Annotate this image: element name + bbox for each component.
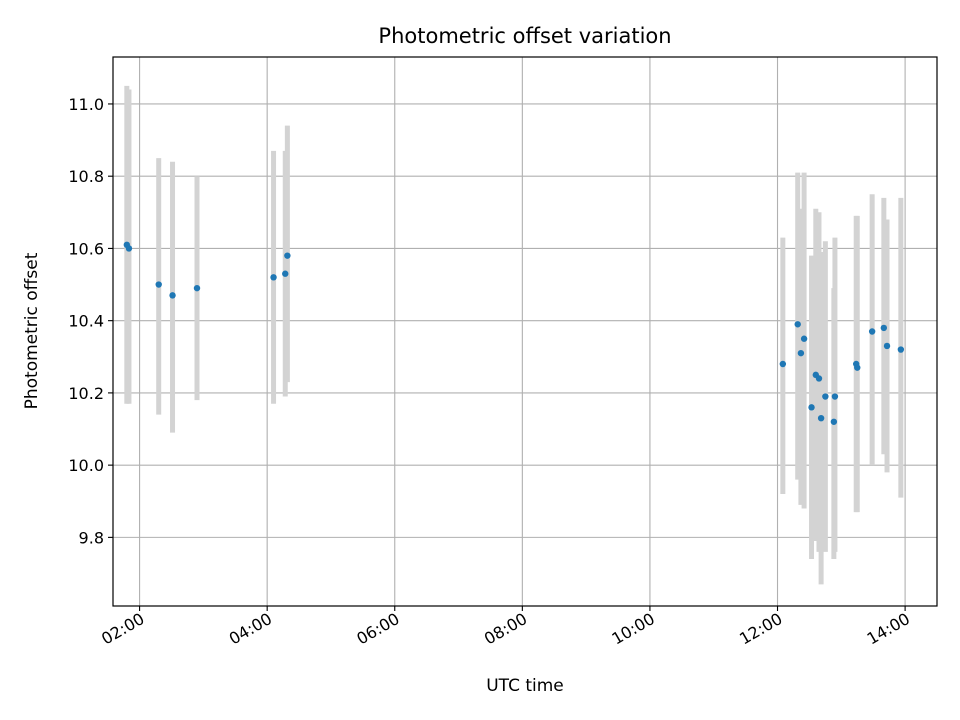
data-point [193,284,201,292]
data-point [880,324,888,332]
data-point [830,418,838,425]
data-point [270,274,277,281]
data-point [797,349,805,357]
y-tick-label: 10.2 [68,384,104,403]
data-point [284,252,291,259]
data-point [868,328,876,335]
data-point [155,281,162,288]
y-tick-label: 9.8 [79,528,104,547]
data-point [822,393,829,400]
y-tick-label: 10.4 [68,312,104,331]
y-tick-label: 11.0 [68,95,104,114]
data-point [815,375,823,382]
chart-title: Photometric offset variation [378,24,671,48]
data-point [169,292,176,299]
data-point [808,404,815,411]
data-point [282,270,289,277]
data-point [831,393,839,400]
y-axis-label: Photometric offset [22,252,42,409]
data-point [125,245,133,252]
plot-frame [112,56,938,607]
data-point [897,346,905,353]
data-point [794,321,801,328]
y-axis-ticks: 9.8 10.0 10.2 10.4 10.6 10.8 11.0 [68,95,113,547]
data-point [854,364,861,371]
data-point [800,335,808,342]
y-tick-label: 10.6 [68,239,104,258]
data-point [883,342,891,350]
y-tick-label: 10.8 [68,167,104,186]
data-point [779,360,787,368]
data-point [817,414,825,422]
data-points [123,241,905,425]
x-axis-label: UTC time [486,676,564,696]
y-tick-label: 10.0 [68,456,104,475]
